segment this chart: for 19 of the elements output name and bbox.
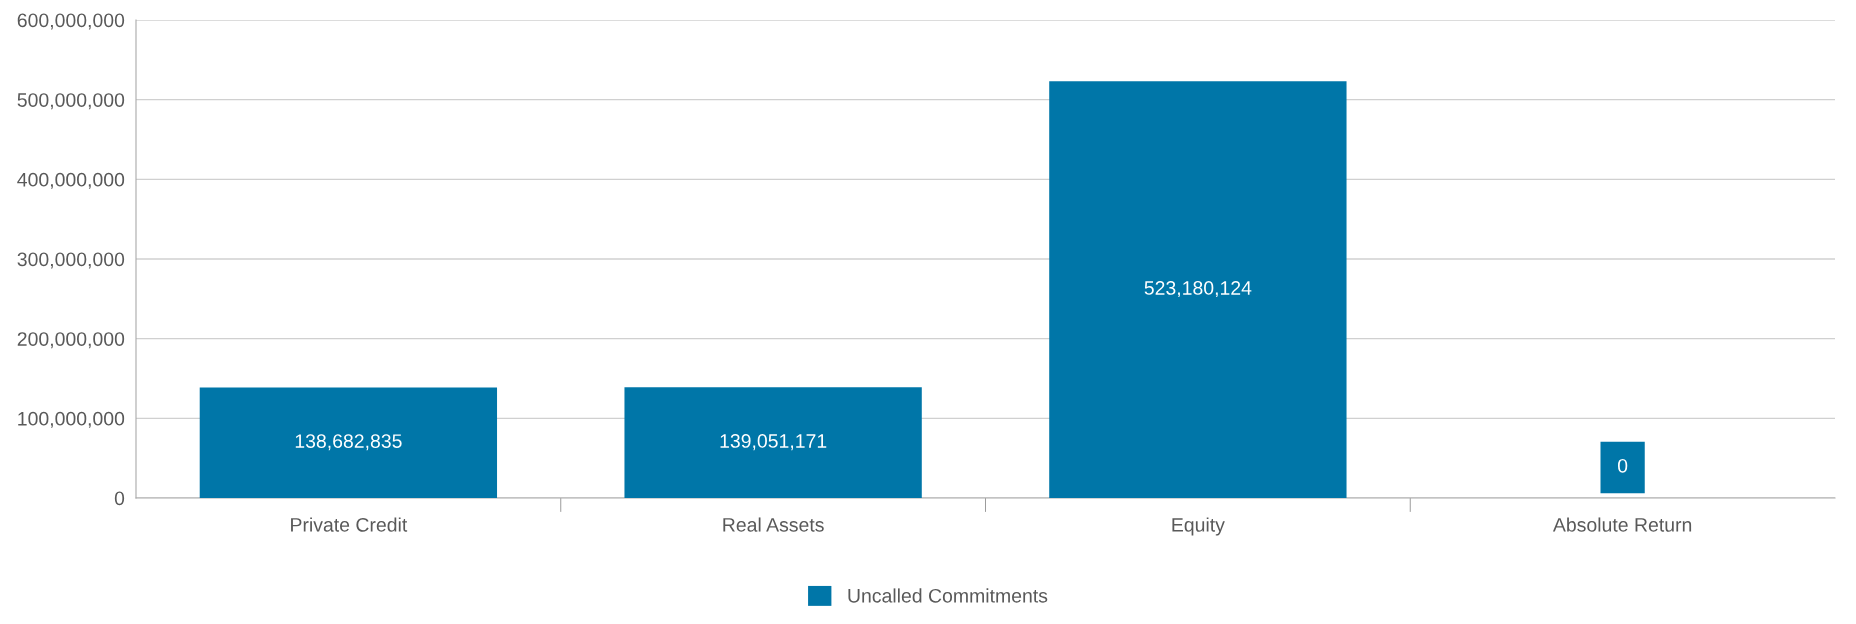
bar xyxy=(1049,81,1347,498)
data-label: 523,180,124 xyxy=(1144,281,1252,298)
legend-label: Uncalled Commitments xyxy=(848,588,1048,603)
y-tick-label: 500,000,000 xyxy=(17,93,125,110)
x-tick-label: Private Credit xyxy=(291,517,408,532)
y-tick-label: 600,000,000 xyxy=(17,13,125,30)
y-tick-label: 300,000,000 xyxy=(17,252,125,269)
bar xyxy=(199,387,498,498)
bar xyxy=(624,387,922,498)
data-label: 139,051,171 xyxy=(720,434,827,451)
data-label: 138,682,835 xyxy=(295,434,402,451)
y-tick-label: 200,000,000 xyxy=(17,332,125,349)
data-label: 0 xyxy=(1617,458,1628,473)
x-tick-label: Equity xyxy=(1172,517,1225,536)
y-tick-label: 0 xyxy=(114,491,125,506)
y-tick-label: 400,000,000 xyxy=(17,172,125,189)
x-tick-label: Absolute Return xyxy=(1552,517,1692,532)
y-tick-label: 100,000,000 xyxy=(18,411,125,428)
x-tick-label: Real Assets xyxy=(723,517,824,532)
